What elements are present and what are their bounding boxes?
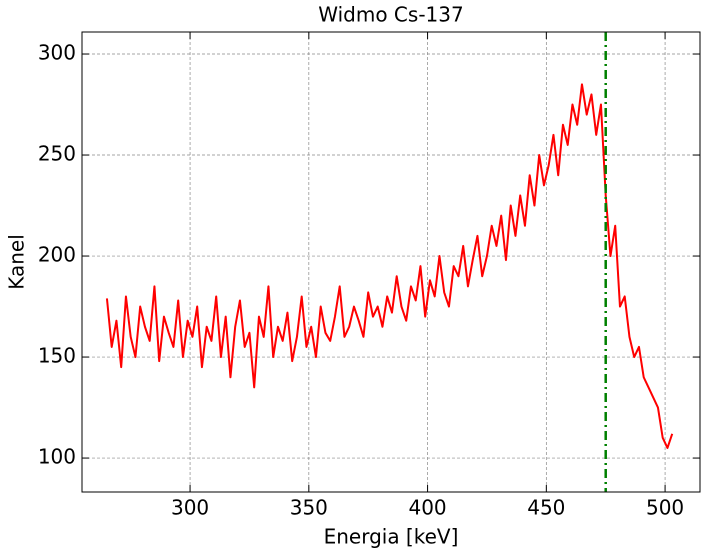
x-tick-label: 500 [646,496,684,520]
y-tick-label: 250 [38,142,76,166]
x-tick-label: 350 [290,496,328,520]
plot-frame [81,31,701,493]
y-tick-label: 200 [38,243,76,267]
y-tick-label: 300 [38,41,76,65]
y-tick-label: 150 [38,344,76,368]
y-tick-label: 100 [38,445,76,469]
data-line [105,83,674,449]
x-axis-label: Energia [keV] [324,525,459,549]
chart-title: Widmo Cs-137 [318,3,463,27]
x-tick-label: 450 [527,496,565,520]
y-axis-label: Kanel [5,234,29,290]
x-tick-label: 400 [408,496,446,520]
x-tick-label: 300 [171,496,209,520]
